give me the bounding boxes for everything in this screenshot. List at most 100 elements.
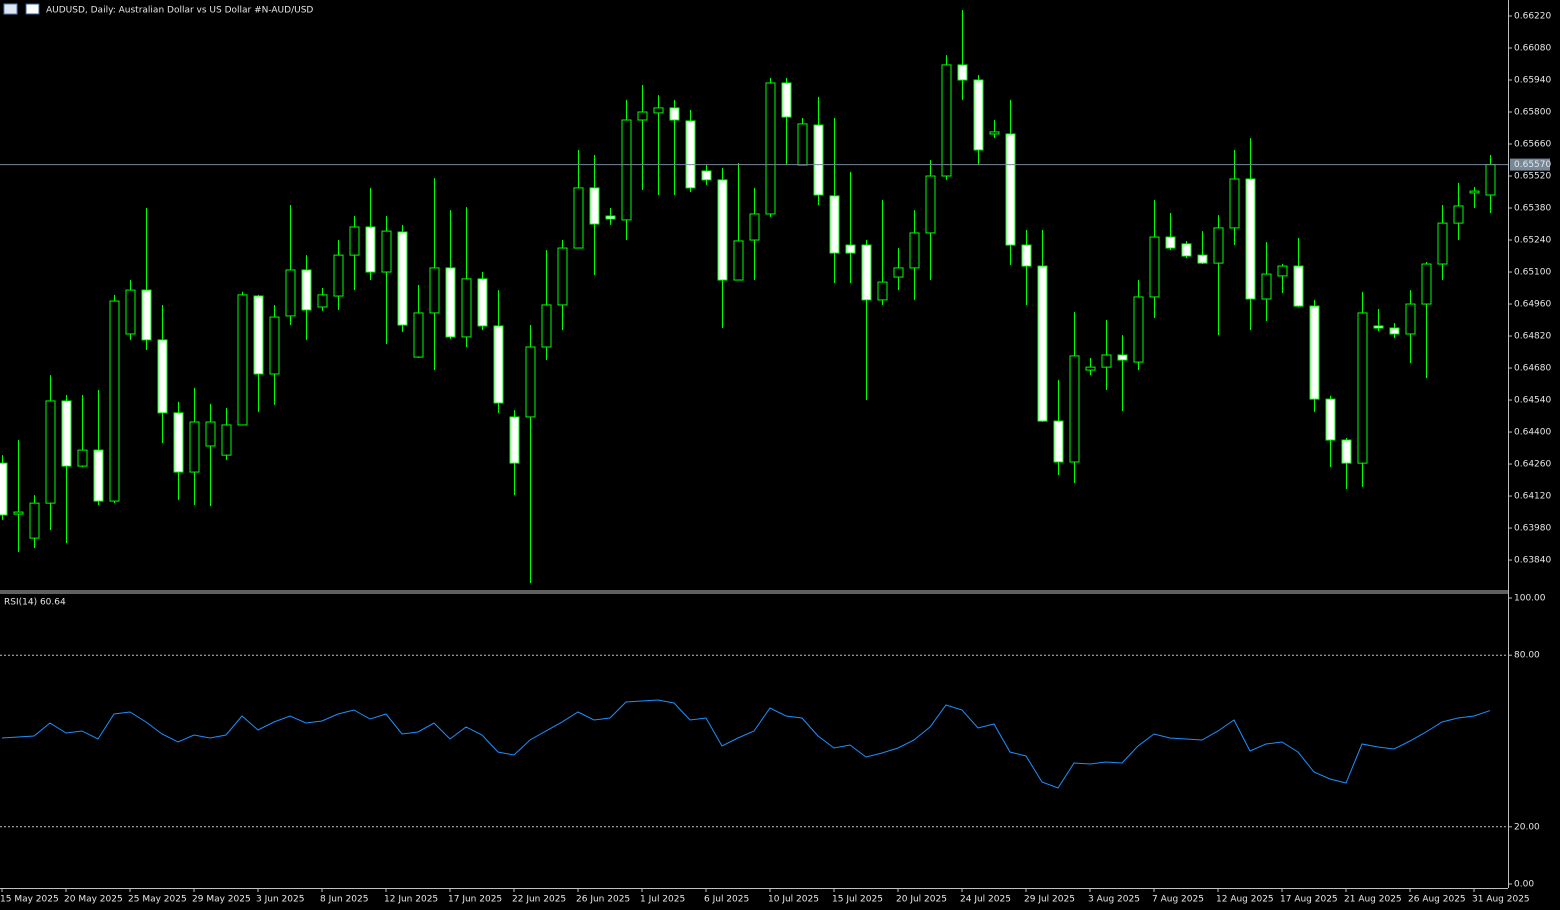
x-tick-label: 15 May 2025 (0, 895, 59, 905)
y-tick-label: 0.64540 (1514, 396, 1551, 406)
candle-body (237, 294, 248, 426)
candle-body (797, 123, 808, 166)
candle-body (1005, 133, 1016, 246)
candle-body (941, 64, 952, 177)
y-tick-label: 0.64820 (1514, 332, 1551, 342)
y-tick-label: 0.65520 (1514, 172, 1551, 182)
candle-body (717, 179, 728, 281)
candle-body (189, 421, 200, 473)
x-tick-label: 6 Jul 2025 (704, 895, 749, 905)
x-tick-label: 20 May 2025 (64, 895, 123, 905)
y-tick-label: 0.64680 (1514, 364, 1551, 374)
candle-body (1181, 243, 1192, 257)
x-tick-label: 24 Jul 2025 (960, 895, 1011, 905)
y-tick-label: 0.65800 (1514, 108, 1551, 118)
y-tick-label: 0.66220 (1514, 12, 1551, 22)
y-tick-label: 0.65240 (1514, 236, 1551, 246)
x-tick-label: 12 Aug 2025 (1216, 895, 1274, 905)
candle-body (621, 119, 632, 221)
candle-body (349, 226, 360, 256)
candle-body (685, 120, 696, 189)
x-tick-label: 20 Jul 2025 (896, 895, 947, 905)
candle-body (509, 416, 520, 464)
indicator-title: RSI(14) 60.64 (4, 598, 66, 608)
x-tick-label: 21 Aug 2025 (1344, 895, 1402, 905)
candle-body (957, 64, 968, 81)
candle-body (589, 187, 600, 225)
candle-body (1469, 190, 1480, 194)
candle-body (493, 325, 504, 404)
icon (25, 3, 40, 15)
x-tick-label: 7 Aug 2025 (1152, 895, 1204, 905)
x-tick-label: 17 Jun 2025 (448, 895, 502, 905)
y-tick-label: 0.65940 (1514, 76, 1551, 86)
y-tick-label: 0.65100 (1514, 268, 1551, 278)
candle-body (61, 400, 72, 467)
candle-body (205, 421, 216, 447)
rsi-line (1, 699, 1491, 789)
x-tick-label: 1 Jul 2025 (640, 895, 685, 905)
current-price-label: 0.65570 (1514, 160, 1551, 170)
candle-body (925, 175, 936, 234)
candle-body (301, 269, 312, 311)
candle-body (109, 300, 120, 502)
x-tick-label: 3 Aug 2025 (1088, 895, 1140, 905)
candle-body (413, 312, 424, 358)
x-tick-label: 26 Jun 2025 (576, 895, 630, 905)
candle-body (381, 230, 392, 273)
candle-body (285, 269, 296, 317)
candle-body (765, 82, 776, 215)
candle-body (1325, 398, 1336, 441)
y-tick-label: 20.00 (1514, 822, 1540, 832)
candle-body (1421, 263, 1432, 305)
candle-body (845, 244, 856, 254)
candle-body (1117, 354, 1128, 361)
candle-body (1021, 244, 1032, 267)
y-tick-label: 80.00 (1514, 651, 1540, 661)
candle-body (0, 462, 8, 516)
candle-body (13, 511, 24, 515)
x-tick-label: 8 Jun 2025 (320, 895, 368, 905)
x-tick-label: 15 Jul 2025 (832, 895, 883, 905)
y-tick-label: 0.66080 (1514, 44, 1551, 54)
candle-body (141, 289, 152, 341)
candle-body (1453, 205, 1464, 224)
y-tick-label: 0.64400 (1514, 428, 1551, 438)
candle-body (1405, 303, 1416, 335)
candle-body (1069, 355, 1080, 463)
candle-body (573, 187, 584, 249)
candle-body (605, 215, 616, 220)
y-tick-label: 0.65660 (1514, 140, 1551, 150)
y-tick-label: 0.64120 (1514, 492, 1551, 502)
x-tick-label: 25 May 2025 (128, 895, 187, 905)
chart-title: AUDUSD, Daily: Australian Dollar vs US D… (46, 6, 313, 16)
candle-body (1277, 265, 1288, 277)
candle-body (893, 267, 904, 278)
candle-body (1437, 222, 1448, 265)
candle-body (1053, 420, 1064, 463)
y-tick-label: 0.64260 (1514, 460, 1551, 470)
candle-body (461, 278, 472, 338)
candle-body (1357, 312, 1368, 464)
candle-body (861, 244, 872, 301)
candle-body (173, 412, 184, 473)
candle-body (269, 316, 280, 375)
candle-body (1197, 254, 1208, 264)
candle-body (541, 304, 552, 348)
candle-body (749, 213, 760, 241)
x-tick-label: 12 Jun 2025 (384, 895, 438, 905)
x-tick-label: 17 Aug 2025 (1280, 895, 1338, 905)
candle-body (701, 170, 712, 181)
candle-body (1485, 164, 1496, 196)
candle-body (477, 278, 488, 327)
y-tick-label: 0.65380 (1514, 204, 1551, 214)
candle-body (989, 131, 1000, 135)
candle-body (829, 195, 840, 254)
candle-body (877, 281, 888, 301)
candle-body (445, 267, 456, 338)
candle-body (1309, 305, 1320, 400)
x-tick-label: 29 May 2025 (192, 895, 251, 905)
icon (3, 3, 18, 15)
